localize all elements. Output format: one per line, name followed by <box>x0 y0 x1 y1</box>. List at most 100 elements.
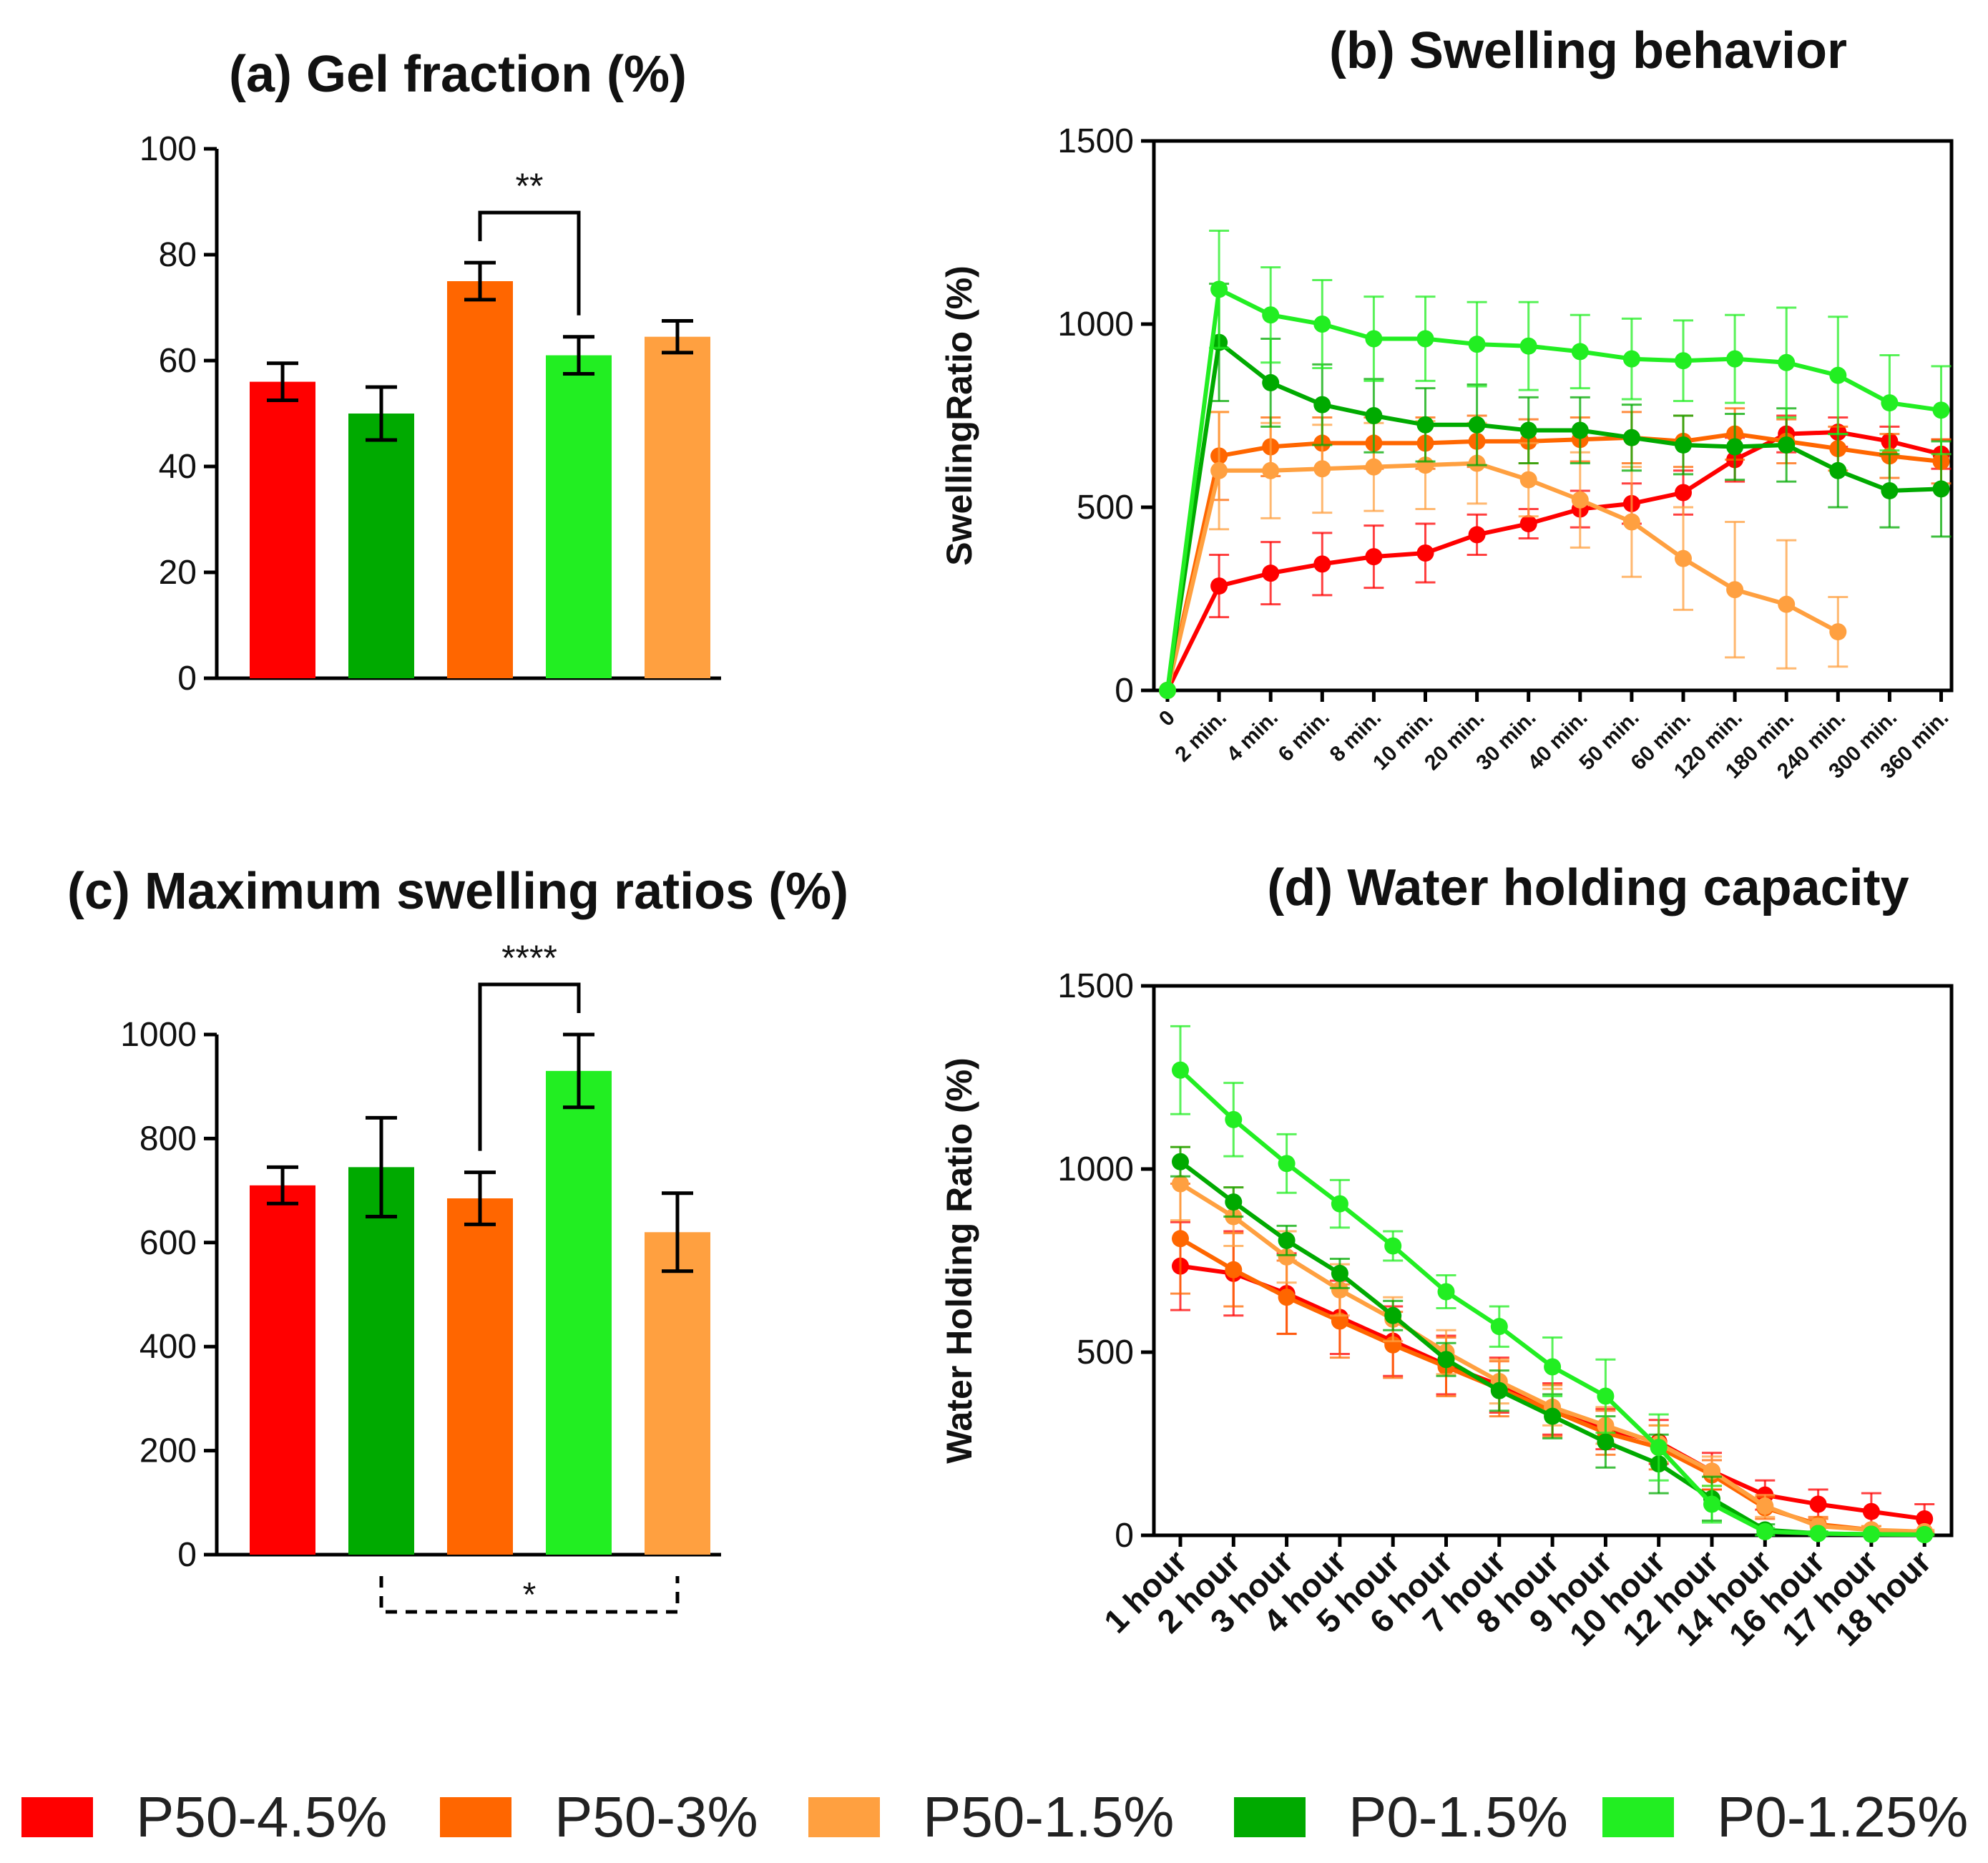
data-point <box>1225 1110 1243 1128</box>
significance-label: **** <box>501 938 557 978</box>
data-point <box>1331 1195 1348 1213</box>
data-point <box>1916 1525 1934 1543</box>
y-tick-label: 400 <box>139 1328 197 1366</box>
data-point <box>1932 401 1950 419</box>
data-point <box>1519 421 1537 439</box>
data-point <box>1416 330 1434 348</box>
bar-P0-1.5% <box>348 1167 414 1555</box>
data-point <box>1622 513 1640 531</box>
data-point <box>1881 394 1899 412</box>
legend: P50-4.5% P50-3% P50-1.5% P0-1.5% P0-1.25… <box>0 1774 1988 1860</box>
data-point <box>1703 1495 1720 1513</box>
data-point <box>1862 1525 1880 1543</box>
legend-item-p0-125: P0-1.25% <box>1602 1774 1968 1860</box>
y-tick-label: 800 <box>139 1120 197 1158</box>
y-axis-label: Water Holding Ratio (%) <box>939 1057 979 1464</box>
panel-c-max-swelling: (c) Maximum swelling ratios (%) 0 200 400 60… <box>67 863 848 1614</box>
data-point <box>1313 396 1331 414</box>
data-point <box>1416 544 1434 562</box>
series-line <box>1165 338 1942 691</box>
data-point <box>1829 461 1847 479</box>
data-point <box>1365 407 1383 424</box>
data-point <box>1862 1502 1880 1520</box>
legend-label: P0-1.5% <box>1348 1785 1568 1849</box>
series-line <box>1165 285 1942 691</box>
series-line <box>1165 430 1942 692</box>
data-point <box>1571 343 1589 361</box>
y-tick-label: 60 <box>159 342 197 380</box>
data-point <box>1365 330 1383 348</box>
series-P50-3% <box>1159 407 1952 699</box>
panel-d-water-holding: (d) Water holding capacity 0 500 1000 1500 Wa… <box>939 859 1954 1653</box>
data-point <box>1778 353 1796 371</box>
y-tick-label: 200 <box>139 1432 197 1470</box>
data-point <box>1519 471 1537 489</box>
legend-swatch <box>21 1797 93 1837</box>
significance-bracket <box>478 982 581 1151</box>
legend-swatch <box>1234 1797 1306 1837</box>
y-tick-label: 0 <box>177 1536 197 1574</box>
data-point <box>1756 1522 1774 1540</box>
data-point <box>1881 481 1899 499</box>
chart-title: (b) Swelling behavior <box>1329 22 1847 79</box>
series-line <box>1165 461 1839 691</box>
data-point <box>1809 1495 1827 1513</box>
y-tick-label: 1000 <box>120 1016 197 1054</box>
significance-label: ** <box>516 166 544 206</box>
series-line <box>1165 431 1942 691</box>
significance-bracket <box>478 210 581 316</box>
legend-swatch <box>440 1797 511 1837</box>
bar-P50-4.5% <box>250 381 315 678</box>
panel-a-gel-fraction: (a) Gel fraction (%) 0 20 40 60 80 100 ** <box>139 46 721 698</box>
data-point <box>1468 526 1486 544</box>
y-tick-label: 80 <box>159 236 197 274</box>
series-P50-4.5% <box>1159 414 1952 699</box>
legend-label: P50-1.5% <box>923 1785 1175 1849</box>
data-point <box>1210 280 1228 298</box>
data-point <box>1313 460 1331 478</box>
data-point <box>1262 306 1280 324</box>
data-point <box>1675 436 1692 454</box>
y-tick-label: 600 <box>139 1224 197 1262</box>
data-point <box>1278 1155 1296 1173</box>
figure-canvas: (a) Gel fraction (%) 0 20 40 60 80 100 ** (b) S… <box>67 22 1954 1653</box>
data-point <box>1262 564 1280 582</box>
y-tick-label: 1000 <box>1057 305 1134 343</box>
legend-swatch <box>1602 1797 1674 1837</box>
y-tick-label: 1500 <box>1057 967 1134 1005</box>
x-tick-label: 2 min. <box>1170 706 1231 767</box>
data-point <box>1384 1306 1402 1324</box>
data-point <box>1331 1312 1348 1330</box>
data-point <box>1726 438 1744 456</box>
data-point <box>1597 1433 1615 1451</box>
data-point <box>1675 549 1692 567</box>
data-point <box>1778 595 1796 613</box>
series-P0-1.25% <box>1170 1025 1935 1543</box>
y-tick-label: 0 <box>177 660 197 698</box>
data-point <box>1159 682 1176 699</box>
data-point <box>1829 366 1847 384</box>
data-point <box>1544 1358 1562 1376</box>
data-point <box>1331 1281 1348 1299</box>
data-point <box>1384 1237 1402 1255</box>
y-tick-label: 20 <box>159 554 197 592</box>
data-point <box>1172 1175 1189 1193</box>
significance-bracket-dashed <box>379 1576 680 1614</box>
data-point <box>1932 480 1950 498</box>
data-point <box>1622 350 1640 368</box>
bar-P50-3% <box>447 281 513 678</box>
legend-swatch <box>808 1797 880 1837</box>
plot-frame <box>1152 139 1954 693</box>
data-point <box>1278 1289 1296 1306</box>
data-point <box>1225 1193 1243 1211</box>
x-tick-label: 6 min. <box>1274 706 1335 767</box>
data-point <box>1262 461 1280 479</box>
data-point <box>1313 555 1331 573</box>
y-tick-label: 100 <box>139 130 197 168</box>
y-tick-label: 40 <box>159 448 197 486</box>
bar-P0-1.5% <box>348 414 414 678</box>
data-point <box>1468 336 1486 353</box>
data-point <box>1571 491 1589 509</box>
legend-label: P0-1.25% <box>1717 1785 1969 1849</box>
data-point <box>1571 421 1589 439</box>
